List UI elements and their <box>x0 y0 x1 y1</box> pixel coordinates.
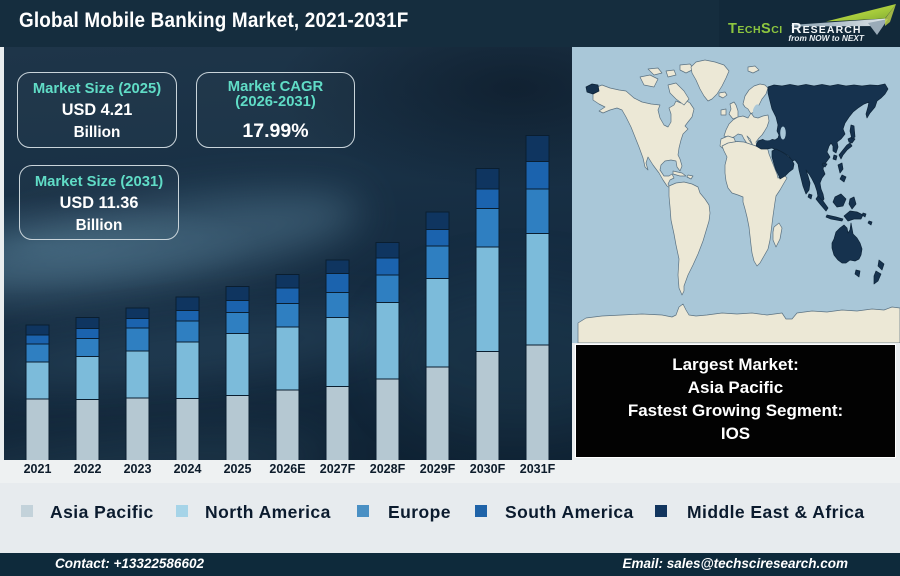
svg-text:from NOW to NEXT: from NOW to NEXT <box>788 33 865 43</box>
svg-text:RESEARCH: RESEARCH <box>791 21 862 37</box>
svg-text:TECHSCI: TECHSCI <box>728 21 783 37</box>
